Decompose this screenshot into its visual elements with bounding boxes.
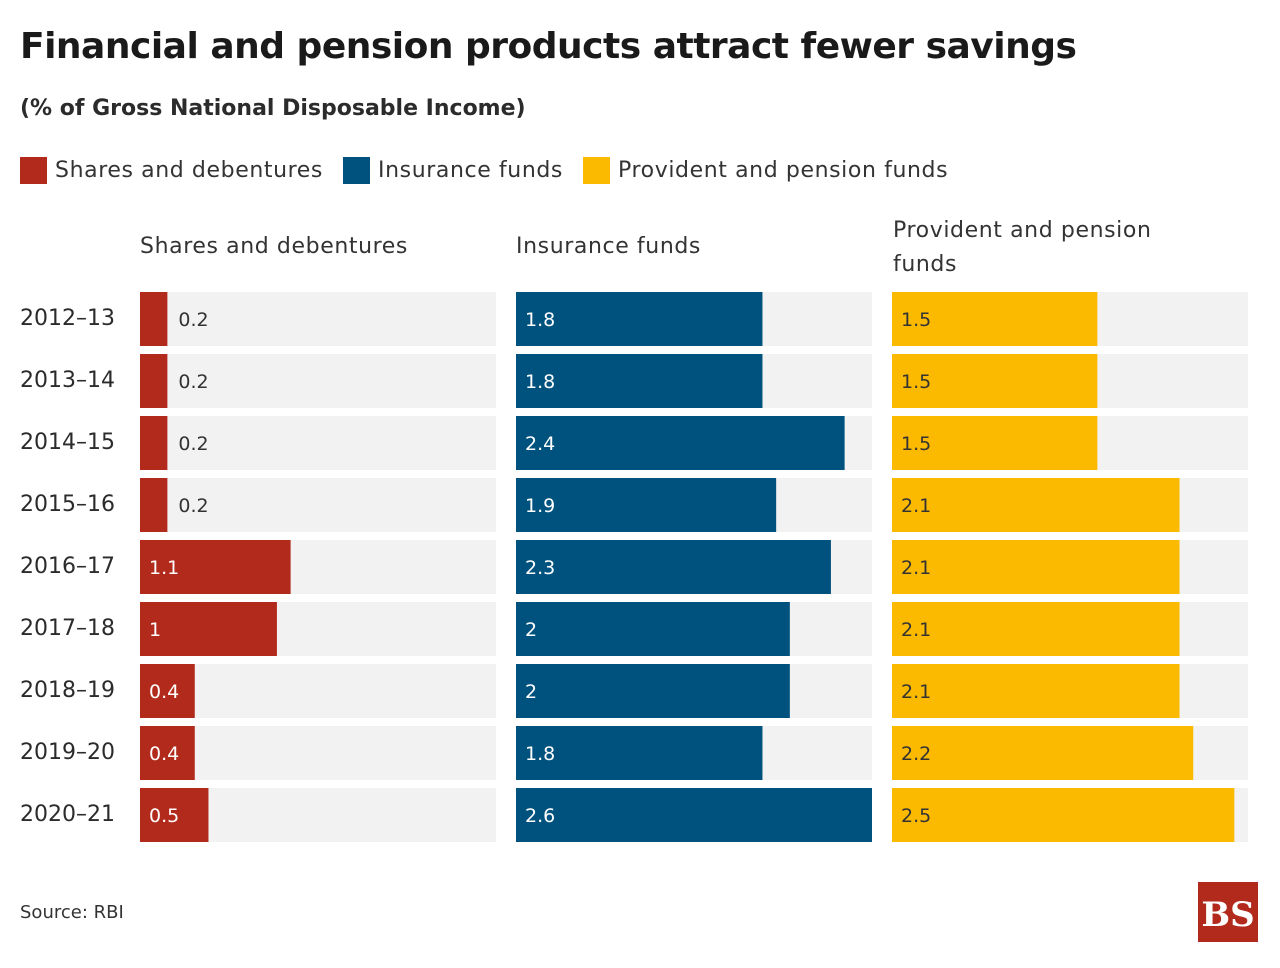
panel-title-provident: Provident and pension funds (893, 218, 1152, 277)
bar-provident (892, 416, 1098, 470)
bar-track-shares (140, 354, 496, 408)
bar-insurance (516, 788, 872, 842)
bar-insurance (516, 292, 763, 346)
bar-insurance (516, 416, 845, 470)
data-label-shares: 1.1 (149, 557, 179, 579)
bar-provident (892, 602, 1180, 656)
data-label-provident: 2.1 (901, 557, 931, 579)
data-label-shares: 0.2 (178, 309, 208, 331)
data-label-provident: 2.5 (901, 805, 931, 827)
bar-track-shares (140, 416, 496, 470)
bar-shares (140, 540, 291, 594)
bar-shares (140, 726, 195, 780)
bar-track-shares (140, 292, 496, 346)
bar-shares (140, 478, 168, 532)
year-label: 2016–17 (20, 554, 115, 579)
data-label-insurance: 2.6 (525, 805, 555, 827)
data-label-shares: 0.5 (149, 805, 179, 827)
year-label: 2020–21 (20, 802, 115, 827)
data-label-provident: 1.5 (901, 433, 931, 455)
legend-swatch-shares (20, 156, 47, 184)
chart-subtitle: (% of Gross National Disposable Income) (20, 96, 526, 121)
bar-shares (140, 354, 168, 408)
year-label: 2018–19 (20, 678, 115, 703)
year-label: 2017–18 (20, 616, 115, 641)
legend-label-provident: Provident and pension funds (618, 157, 949, 183)
data-label-insurance: 1.8 (525, 371, 555, 393)
bar-insurance (516, 478, 777, 532)
bar-provident (892, 478, 1180, 532)
data-label-shares: 0.2 (178, 495, 208, 517)
data-label-shares: 0.4 (149, 743, 179, 765)
year-label: 2019–20 (20, 740, 115, 765)
data-label-insurance: 2.3 (525, 557, 555, 579)
logo-text: BS (1201, 895, 1254, 935)
legend-swatch-insurance (343, 156, 370, 184)
legend-item-shares: Shares and debentures (20, 156, 323, 184)
legend-item-provident: Provident and pension funds (583, 156, 949, 184)
year-label: 2015–16 (20, 492, 115, 517)
bar-track-shares (140, 478, 496, 532)
bar-provident (892, 354, 1098, 408)
data-label-insurance: 2 (525, 681, 537, 703)
data-label-provident: 1.5 (901, 309, 931, 331)
data-label-shares: 0.2 (178, 433, 208, 455)
year-label: 2014–15 (20, 430, 115, 455)
data-label-provident: 2.2 (901, 743, 931, 765)
legend-label-insurance: Insurance funds (378, 157, 563, 183)
data-label-shares: 0.2 (178, 371, 208, 393)
bar-shares (140, 292, 168, 346)
bar-track-shares (140, 664, 496, 718)
legend-swatch-provident (583, 156, 610, 184)
data-label-provident: 2.1 (901, 681, 931, 703)
bar-insurance (516, 726, 763, 780)
data-label-insurance: 1.9 (525, 495, 555, 517)
bar-provident (892, 540, 1180, 594)
bs-logo: BS (1198, 882, 1258, 942)
panel-title-shares: Shares and debentures (140, 234, 408, 259)
data-label-insurance: 2 (525, 619, 537, 641)
legend: Shares and debentures Insurance funds Pr… (20, 152, 968, 188)
data-label-insurance: 1.8 (525, 743, 555, 765)
bar-provident (892, 292, 1098, 346)
bar-provident (892, 726, 1194, 780)
bar-provident (892, 664, 1180, 718)
bar-provident (892, 788, 1235, 842)
bar-shares (140, 664, 195, 718)
bar-shares (140, 788, 209, 842)
data-label-shares: 1 (149, 619, 161, 641)
data-label-provident: 2.1 (901, 619, 931, 641)
year-label: 2012–13 (20, 306, 115, 331)
bar-insurance (516, 664, 790, 718)
bar-shares (140, 416, 168, 470)
data-label-shares: 0.4 (149, 681, 179, 703)
panel-title-insurance: Insurance funds (516, 234, 701, 259)
legend-label-shares: Shares and debentures (55, 157, 323, 183)
source-note: Source: RBI (20, 902, 124, 923)
bar-track-shares (140, 726, 496, 780)
bar-insurance (516, 354, 763, 408)
data-label-provident: 2.1 (901, 495, 931, 517)
chart-title: Financial and pension products attract f… (20, 26, 1077, 67)
data-label-insurance: 1.8 (525, 309, 555, 331)
bar-insurance (516, 540, 831, 594)
bar-insurance (516, 602, 790, 656)
data-label-insurance: 2.4 (525, 433, 555, 455)
legend-item-insurance: Insurance funds (343, 156, 563, 184)
bar-shares (140, 602, 277, 656)
data-label-provident: 1.5 (901, 371, 931, 393)
year-label: 2013–14 (20, 368, 115, 393)
